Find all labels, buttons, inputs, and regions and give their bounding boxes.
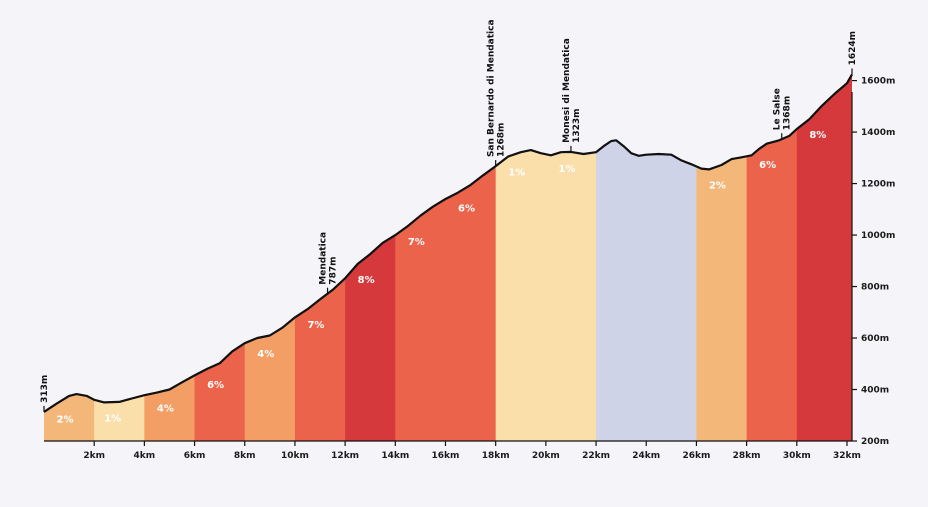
grade-label: 8% <box>358 275 375 286</box>
grade-segment <box>495 74 597 441</box>
waypoint-elevation: 1323m <box>572 108 582 142</box>
y-tick-label: 1200m <box>861 180 895 190</box>
grade-label: 2% <box>57 415 74 426</box>
grade-label: 8% <box>809 130 826 141</box>
waypoint-label: 313m <box>40 375 50 403</box>
waypoint-label: San Bernardo di Mendatica 1268m <box>487 19 507 157</box>
x-tick-label: 26km <box>682 451 710 461</box>
waypoint-elevation: 787m <box>329 257 339 285</box>
grade-label: 6% <box>458 204 475 215</box>
waypoint-label: Monesi di Mendatica 1323m <box>562 38 582 143</box>
grade-label: 7% <box>307 320 324 331</box>
grade-label: 1% <box>558 164 575 175</box>
grade-segment <box>144 74 196 441</box>
grade-segment <box>796 74 852 441</box>
waypoint-elevation: 1624m <box>848 31 858 65</box>
x-tick-label: 24km <box>632 451 660 461</box>
x-tick-label: 14km <box>381 451 409 461</box>
waypoint-elevation: 1268m <box>497 123 507 157</box>
waypoint-elevation: 313m <box>40 375 50 403</box>
y-tick-label: 1400m <box>861 128 895 138</box>
x-tick-label: 20km <box>532 451 560 461</box>
grade-label: 4% <box>157 404 174 415</box>
grade-segment <box>44 74 95 441</box>
y-tick-label: 1000m <box>861 231 895 241</box>
grade-label: 6% <box>759 160 776 171</box>
y-tick-label: 600m <box>861 334 889 344</box>
grade-label: 7% <box>408 237 425 248</box>
grade-label: 6% <box>207 380 224 391</box>
profile-outline <box>43 73 853 413</box>
waypoint-label: Le Salse 1368m <box>773 88 793 130</box>
grade-label: 1% <box>508 168 525 179</box>
x-tick-label: 6km <box>184 451 206 461</box>
x-tick-label: 12km <box>331 451 359 461</box>
waypoint-name: Monesi di Mendatica <box>562 38 572 143</box>
x-tick-label: 16km <box>432 451 460 461</box>
x-tick-label: 10km <box>281 451 309 461</box>
waypoint-name: Mendatica <box>319 232 329 285</box>
x-tick-label: 4km <box>134 451 156 461</box>
grade-label: 1% <box>104 413 121 424</box>
waypoint-label: Mendatica 787m <box>319 232 339 285</box>
waypoint-name: Le Salse <box>773 88 783 130</box>
y-tick-label: 200m <box>861 437 889 447</box>
y-tick-label: 1600m <box>861 77 895 87</box>
x-tick-label: 18km <box>482 451 510 461</box>
y-tick-label: 800m <box>861 283 889 293</box>
waypoint-name: San Bernardo di Mendatica <box>487 19 497 157</box>
x-tick-label: 2km <box>83 451 105 461</box>
x-tick-label: 32km <box>833 451 861 461</box>
waypoint-elevation: 1368m <box>783 96 793 130</box>
grade-label: 4% <box>257 349 274 360</box>
y-tick-label: 400m <box>861 386 889 396</box>
x-tick-label: 28km <box>733 451 761 461</box>
grade-segment <box>596 74 697 441</box>
x-tick-label: 8km <box>234 451 256 461</box>
grade-segment <box>94 74 145 441</box>
grade-segment <box>696 74 748 441</box>
grade-segment <box>244 74 296 441</box>
x-tick-label: 22km <box>582 451 610 461</box>
grade-label: 2% <box>709 180 726 191</box>
x-tick-label: 30km <box>783 451 811 461</box>
waypoint-label: 1624m <box>848 31 858 65</box>
